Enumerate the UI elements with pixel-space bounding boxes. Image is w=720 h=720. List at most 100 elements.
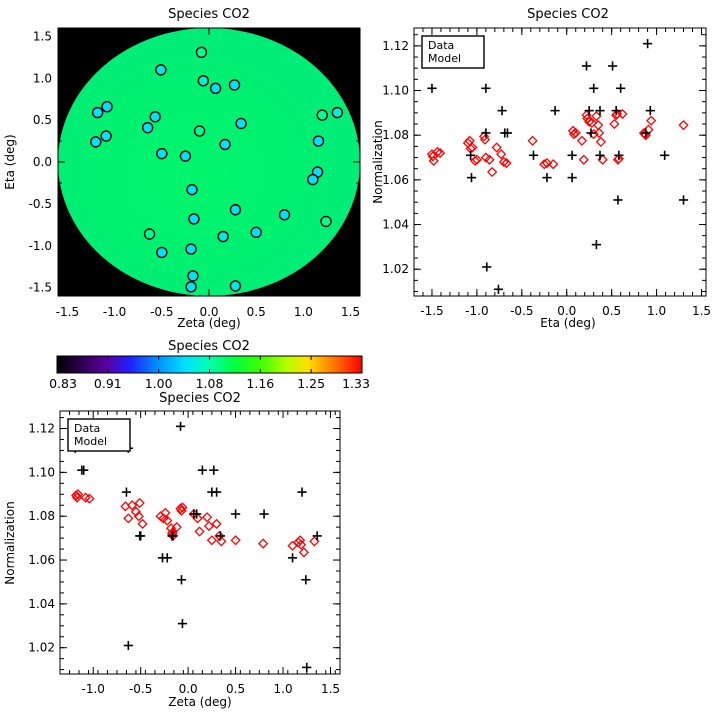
map-point-marker — [141, 121, 154, 134]
data-plus-marker — [542, 173, 552, 183]
zeta-scatter-xlabel: Zeta (deg) — [168, 695, 231, 709]
colorbar-ticklabels: 0.83 0.91 1.00 1.08 1.16 1.25 1.33 — [49, 376, 370, 391]
colorbar-tick-label: 1.33 — [342, 376, 370, 391]
data-plus-marker — [660, 150, 670, 160]
colorbar-tick-label: 1.08 — [196, 376, 224, 391]
colorbar-svg: Species CO2 0.83 0.91 1.00 1.08 1.16 1.25 1.33 — [49, 339, 370, 391]
model-diamond-marker — [570, 127, 581, 139]
map-point-marker — [100, 130, 112, 142]
data-plus-marker — [427, 83, 437, 93]
x-tick-label: 0.5 — [602, 304, 621, 318]
data-plus-marker — [175, 421, 186, 431]
x-tick-label: 0.5 — [247, 305, 266, 319]
eta-scatter-legend: Data Model — [421, 35, 485, 69]
model-diamond-marker — [646, 115, 657, 126]
map-point-marker — [197, 75, 210, 87]
image-map-xticklabels: -1.5 -1.0 -0.5 0.0 0.5 1.0 1.5 — [56, 305, 360, 319]
data-plus-marker — [312, 531, 322, 541]
eta-legend-model-label: Model — [428, 52, 461, 65]
data-plus-marker — [581, 61, 592, 71]
data-plus-marker — [230, 509, 241, 519]
model-diamond-marker — [595, 136, 606, 148]
model-diamond-marker — [72, 489, 84, 500]
x-tick-label: 1.5 — [692, 304, 711, 318]
image-map-points — [90, 46, 344, 293]
eta-scatter-panel: Species CO2 -1.5 -1.0 -0.5 0.0 0.5 1.0 1.5 1.0… — [372, 0, 720, 340]
zeta-scatter-ylabel: Normalization — [3, 501, 17, 584]
colorbar-tick-label: 0.91 — [94, 376, 122, 391]
eta-scatter-xlabel: Eta (deg) — [540, 316, 595, 330]
y-tick-label: 1.12 — [382, 39, 409, 53]
x-tick-label: -1.0 — [465, 304, 488, 318]
x-tick-label: -0.5 — [129, 682, 152, 696]
model-diamond-marker — [298, 547, 310, 558]
model-diamond-marker — [617, 108, 628, 120]
data-plus-marker — [177, 618, 188, 629]
model-diamond-marker — [133, 511, 144, 522]
data-plus-marker — [259, 509, 269, 519]
data-plus-marker — [497, 106, 507, 116]
map-point-marker — [188, 213, 200, 225]
map-point-marker — [331, 106, 344, 119]
data-plus-marker — [641, 128, 651, 138]
map-point-marker — [90, 136, 102, 148]
eta-scatter-svg: Species CO2 -1.5 -1.0 -0.5 0.0 0.5 1.0 1.5 1.0… — [372, 7, 711, 330]
model-diamond-marker — [678, 120, 689, 131]
x-tick-label: -0.5 — [510, 304, 533, 318]
data-plus-marker — [584, 106, 594, 116]
y-tick-label: 1.04 — [382, 218, 409, 232]
model-diamond-marker — [162, 515, 173, 526]
y-tick-label: 1.10 — [382, 84, 409, 98]
data-plus-marker — [481, 128, 491, 138]
colorbar-ticks — [56, 356, 363, 373]
model-diamond-marker — [478, 131, 490, 142]
image-map-ylabel: Eta (deg) — [3, 134, 17, 189]
y-tick-label: 1.02 — [28, 641, 55, 655]
model-diamond-marker — [487, 166, 498, 178]
y-tick-label: -1.0 — [29, 239, 52, 253]
y-tick-label: 1.0 — [33, 71, 52, 85]
data-plus-marker — [607, 61, 618, 71]
x-tick-label: -1.5 — [420, 304, 443, 318]
data-plus-marker — [586, 128, 596, 138]
model-diamond-marker — [548, 159, 559, 170]
data-plus-marker — [466, 150, 476, 160]
zeta-scatter-panel: Species CO2 -1.0 -0.5 0.0 0.5 1.0 1.5 1.02 1.0… — [0, 386, 372, 720]
data-plus-marker — [595, 150, 605, 160]
zeta-scatter-legend: Data Model — [67, 418, 131, 452]
x-tick-label: 1.5 — [341, 305, 360, 319]
data-plus-marker — [209, 465, 219, 475]
map-point-marker — [307, 173, 319, 186]
map-point-marker — [193, 125, 206, 137]
zeta-scatter-title: Species CO2 — [159, 391, 241, 406]
x-tick-label: 0.0 — [557, 304, 576, 318]
x-tick-label: 0.0 — [199, 305, 218, 319]
data-plus-marker — [297, 487, 307, 497]
zeta-scatter-model-points — [71, 489, 320, 558]
eta-scatter-title: Species CO2 — [527, 7, 609, 22]
y-tick-label: 1.08 — [382, 128, 409, 142]
colorbar-tick-label: 1.00 — [145, 376, 173, 391]
model-diamond-marker — [498, 156, 509, 168]
map-point-marker — [235, 117, 247, 130]
map-point-marker — [185, 243, 197, 255]
zeta-legend-data-label: Data — [74, 422, 100, 435]
data-plus-marker — [287, 553, 298, 563]
data-plus-marker — [643, 39, 653, 49]
data-plus-marker — [616, 83, 626, 93]
map-point-marker — [179, 150, 192, 162]
eta-legend-box — [421, 35, 485, 69]
map-point-marker — [156, 147, 168, 160]
data-plus-marker — [482, 262, 492, 272]
data-plus-marker — [613, 195, 623, 205]
model-diamond-marker — [127, 500, 138, 511]
map-point-marker — [195, 46, 208, 58]
map-point-marker — [229, 204, 242, 216]
model-diamond-marker — [496, 149, 507, 160]
map-point-marker — [185, 281, 197, 293]
y-tick-label: 1.06 — [28, 553, 55, 567]
x-tick-label: -1.0 — [103, 305, 126, 319]
data-plus-marker — [176, 575, 187, 585]
model-diamond-marker — [201, 512, 213, 523]
x-tick-label: 1.5 — [321, 682, 340, 696]
